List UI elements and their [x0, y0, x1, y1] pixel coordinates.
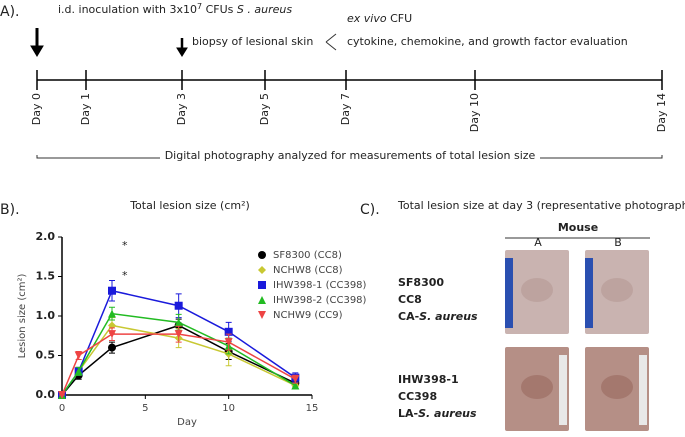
legend-label: IHW398-2 (CC398): [273, 295, 367, 306]
type-prefix: CA-: [398, 310, 419, 323]
marker: [174, 318, 183, 327]
series-line: [61, 333, 296, 396]
annotation: *: [122, 239, 128, 252]
type-label: CA-S. aureus: [398, 310, 478, 323]
y-tick-label: 0.5: [36, 349, 56, 362]
marker: [108, 343, 116, 352]
lesion: [521, 375, 553, 399]
series-line: [61, 324, 296, 396]
panel-label: A).: [0, 4, 20, 20]
photo-ruler: [585, 258, 593, 328]
type-prefix: LA-: [398, 407, 418, 420]
marker: [291, 375, 300, 384]
lesion: [601, 375, 633, 399]
day-label: Day 10: [468, 93, 481, 132]
marker: [108, 330, 116, 339]
x-tick-label: 5: [142, 403, 148, 414]
marker: [174, 330, 183, 339]
strain-label: IHW398-1: [398, 373, 459, 386]
legend-marker: [258, 311, 266, 319]
day-label: Day 0: [30, 93, 43, 125]
lesion: [601, 278, 633, 302]
legend-label: NCHW9 (CC9): [273, 310, 343, 321]
panel-title: Total lesion size at day 3 (representati…: [397, 199, 685, 212]
inoculation-text: i.d. inoculation with 3x107 CFUs S . aur…: [58, 2, 292, 17]
legend-label: SF8300 (CC8): [273, 250, 342, 261]
marker: [74, 351, 83, 360]
cc-label: CC8: [398, 293, 422, 306]
photo-ruler: [505, 258, 513, 328]
day-label: Day 1: [79, 93, 92, 125]
x-axis-label: Day: [177, 417, 197, 428]
x-tick-label: 0: [59, 403, 65, 414]
annotation: *: [122, 269, 128, 282]
strain-label: SF8300: [398, 276, 444, 289]
lesion: [521, 278, 553, 302]
panel-label: B).: [0, 202, 20, 218]
y-axis-label: Lesion size (cm²): [17, 274, 28, 359]
ex-vivo-text: ex vivo CFU: [347, 12, 412, 25]
marker: [291, 381, 300, 390]
x-tick-label: 15: [306, 403, 319, 414]
caption: Digital photography analyzed for measure…: [165, 149, 536, 162]
caption-bg: [160, 149, 540, 163]
day-label: Day 7: [339, 93, 352, 125]
marker: [174, 301, 183, 310]
column-label: A: [534, 236, 542, 249]
day-label: Day 14: [655, 93, 668, 132]
chart-title: Total lesion size (cm²): [129, 199, 250, 212]
legend-label: IHW398-1 (CC398): [273, 280, 367, 291]
cc-label: CC398: [398, 390, 437, 403]
day-label: Day 5: [258, 93, 271, 125]
day-label: Day 3: [175, 93, 188, 125]
biopsy-text: biopsy of lesional skin: [192, 35, 313, 48]
marker: [58, 391, 66, 399]
legend-marker: [258, 266, 266, 274]
panel-label: C).: [360, 202, 380, 218]
photo-ruler: [559, 355, 567, 425]
mouse-header: Mouse: [558, 221, 598, 234]
species: S. aureus: [419, 310, 478, 323]
x-tick-label: 10: [222, 403, 235, 414]
y-tick-label: 0.0: [36, 388, 56, 401]
legend-label: NCHW8 (CC8): [273, 265, 343, 276]
marker: [224, 338, 233, 347]
legend-marker: [258, 281, 266, 289]
column-label: B: [614, 236, 622, 249]
branch: [325, 33, 337, 51]
marker: [108, 309, 116, 318]
arrows: [30, 28, 188, 57]
marker: [74, 367, 83, 376]
legend-marker: [258, 251, 266, 259]
y-tick-label: 1.5: [36, 270, 56, 283]
legend-marker: [258, 296, 266, 304]
y-tick-label: 2.0: [36, 230, 56, 243]
y-tick-label: 1.0: [36, 309, 56, 322]
marker: [108, 286, 116, 295]
species: S. aureus: [418, 407, 477, 420]
cytokine-text: cytokine, chemokine, and growth factor e…: [347, 35, 628, 48]
photo-ruler: [639, 355, 647, 425]
type-label: LA-S. aureus: [398, 407, 477, 420]
